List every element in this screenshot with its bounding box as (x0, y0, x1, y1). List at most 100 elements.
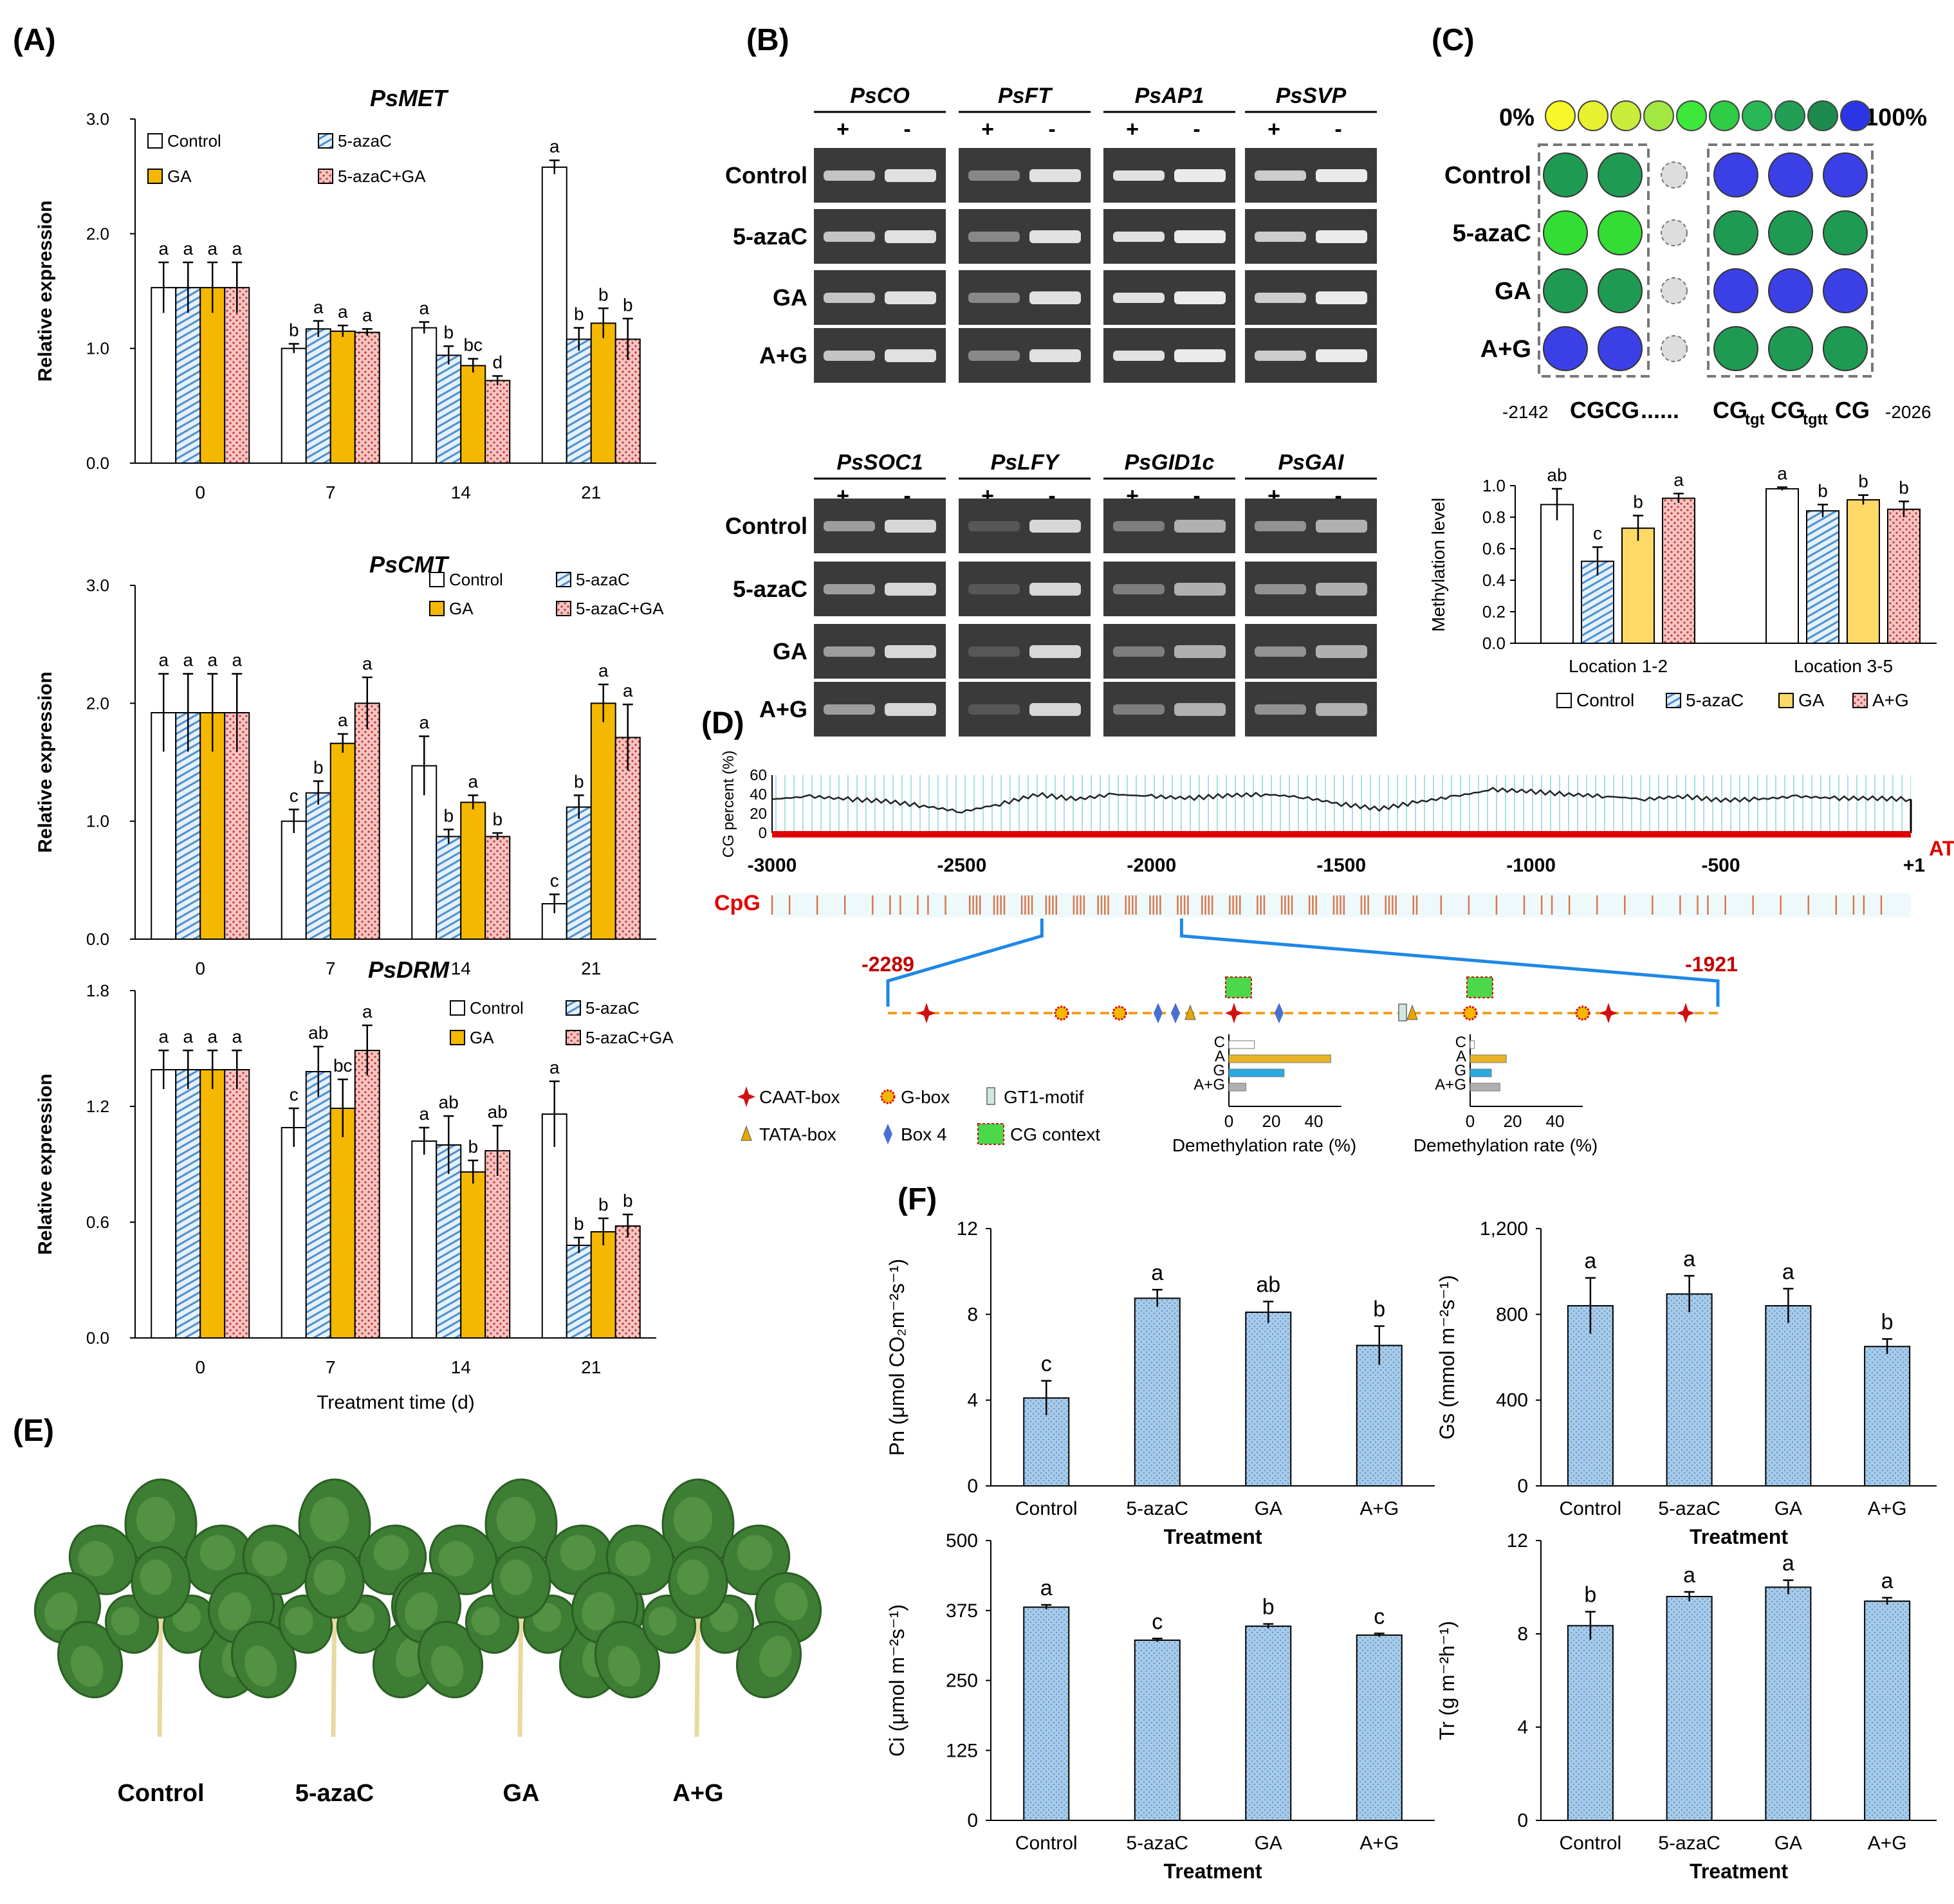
cg-context-marker (1466, 976, 1493, 998)
bar (566, 338, 592, 464)
gel-band (1029, 583, 1081, 596)
legend-label: Control (1576, 690, 1634, 710)
demeth-category-label: G (1454, 1062, 1466, 1079)
y-tick-label: 12 (1507, 1530, 1528, 1552)
demeth-category-label: A+G (1435, 1076, 1466, 1094)
leaflet-highlight (252, 1541, 288, 1577)
gel-band (1316, 703, 1367, 716)
x-tick-label: Control (1015, 1498, 1078, 1519)
legend-caat-icon (737, 1086, 755, 1107)
bar (329, 1108, 356, 1339)
significance-letter: a (1151, 1261, 1163, 1285)
gel-band (1029, 291, 1081, 304)
gel-row-label: Control (725, 513, 807, 539)
gel-band (1316, 230, 1367, 243)
x-tick-label: 0 (195, 1357, 205, 1377)
gel-band (1255, 584, 1306, 594)
legend-swatch (1666, 693, 1681, 708)
x-tick-label: GA (1774, 1833, 1802, 1854)
legend-swatch (429, 601, 445, 616)
y-tick-label: 500 (946, 1530, 978, 1552)
y-tick-label: 0.0 (1482, 634, 1506, 653)
leaflet-highlight (430, 1645, 464, 1687)
legend-swatch (318, 133, 333, 149)
bar (1806, 510, 1839, 645)
g-box-marker (1112, 1005, 1127, 1021)
demeth-bar (1228, 1083, 1246, 1092)
minus-label: - (1048, 117, 1055, 142)
leaflet-highlight (70, 1645, 104, 1687)
leaflet-highlight (405, 1592, 438, 1631)
gel-band (1174, 291, 1226, 304)
bar (1540, 504, 1574, 645)
caat-box-marker (917, 1003, 936, 1023)
sequence-spacer-2: tgtt (1803, 411, 1828, 428)
bar (305, 1071, 331, 1339)
gene-name: PsAP1 (1135, 84, 1204, 108)
gene-name: PsGAI (1278, 450, 1345, 475)
legend-swatch (147, 133, 163, 149)
legend-label: 5-azaC+GA (585, 1028, 674, 1047)
gs-chart: 0 400 800 1,200 Gs (mmol m⁻²s⁻¹) a Control a 5-a… (1435, 1218, 1937, 1548)
x-tick-label: 21 (581, 482, 601, 502)
gel-band (968, 521, 1020, 531)
x-tick-label: -3000 (748, 855, 797, 876)
demeth-bar (1470, 1054, 1507, 1063)
y-tick-label: 4 (967, 1390, 978, 1411)
y-tick-label: 0.0 (86, 1328, 109, 1348)
minus-label: - (903, 484, 910, 508)
bar (1567, 1305, 1614, 1487)
panel-label-a: (A) (13, 23, 56, 57)
y-tick-label: 0.0 (86, 453, 109, 473)
legend-swatch (429, 572, 445, 587)
scale-high-label: 100% (1865, 104, 1927, 131)
leaf-photos: Control 5-azaC GA A+G (33, 1478, 822, 1807)
x-tick-label: 14 (451, 482, 471, 502)
x-tick-label: Location 3-5 (1794, 656, 1893, 676)
legend-swatch (318, 169, 333, 184)
significance-letter: a (207, 650, 217, 670)
methylation-dot (1823, 210, 1868, 255)
gene-name: PsLFY (991, 450, 1061, 475)
significance-letter: a (158, 239, 169, 259)
significance-letter: a (1584, 1249, 1596, 1274)
gel-band (885, 230, 936, 243)
leaflet-highlight (673, 1497, 713, 1542)
demeth-tick-label: 0 (1224, 1112, 1233, 1131)
minus-label: - (1334, 484, 1341, 508)
scale-dot (1840, 100, 1871, 131)
significance-letter: a (362, 305, 373, 325)
gel-band (885, 291, 936, 304)
gel-band (968, 704, 1020, 715)
y-axis-label: Ci (μmol m⁻²s⁻¹) (885, 1604, 908, 1757)
y-tick-label: 0 (967, 1476, 978, 1497)
dot-row-label: 5-azaC (1453, 220, 1532, 247)
photo-label: Control (117, 1780, 204, 1807)
gel-row-label: Control (725, 162, 807, 188)
y-tick-label: 3.0 (86, 576, 109, 595)
gel-row-label: GA (773, 638, 807, 664)
significance-letter: b (289, 320, 299, 340)
caat-box-marker (1677, 1003, 1695, 1023)
scale-dot (1807, 100, 1838, 131)
gel-band (1255, 293, 1306, 303)
bar (1134, 1639, 1181, 1822)
legend-label: GA (1798, 690, 1825, 710)
bar (354, 702, 380, 940)
gene-name: PsSOC1 (836, 450, 923, 475)
x-tick-label: 14 (451, 1357, 471, 1377)
plus-label: + (981, 117, 994, 142)
bar (1666, 1293, 1713, 1487)
legend-tata-label: TATA-box (759, 1124, 836, 1144)
gel-band (1316, 583, 1367, 596)
significance-letter: a (1782, 1552, 1794, 1576)
g-box-marker (1575, 1005, 1590, 1021)
bar (199, 1069, 226, 1339)
bar (411, 1140, 438, 1339)
chart-title: PsMET (370, 85, 449, 111)
bar (329, 742, 356, 940)
sequence-left: CGCG (1570, 397, 1639, 423)
gel-row-label: 5-azaC (733, 223, 807, 250)
gel-band (968, 293, 1020, 303)
leaflet-highlight (313, 1559, 346, 1595)
